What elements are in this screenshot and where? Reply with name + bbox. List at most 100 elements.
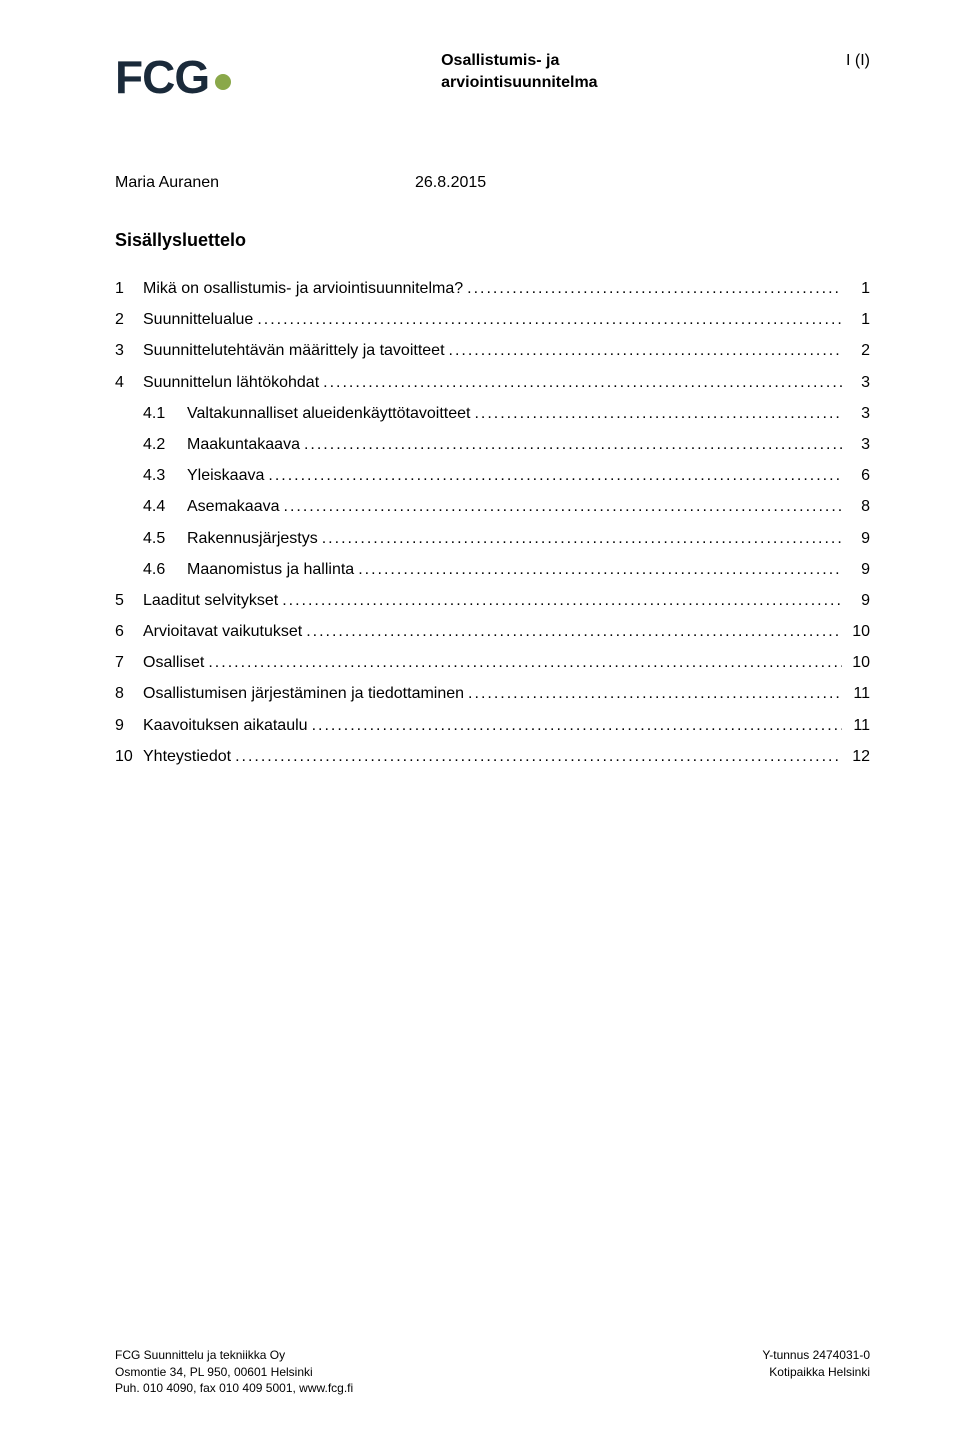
toc-title: Sisällysluettelo bbox=[115, 230, 870, 251]
toc-entry-page: 9 bbox=[846, 556, 870, 583]
toc-leader-dots bbox=[467, 275, 842, 302]
toc-entry-page: 10 bbox=[846, 649, 870, 676]
toc-entry-number: 4.1 bbox=[143, 400, 187, 427]
toc-entry: 5Laaditut selvitykset9 bbox=[115, 587, 870, 614]
toc-leader-dots bbox=[268, 462, 842, 489]
toc-entry: 4Suunnittelun lähtökohdat 3 bbox=[115, 369, 870, 396]
toc-entry-label: Maakuntakaava bbox=[187, 431, 300, 458]
header-title: Osallistumis- ja arviointisuunnitelma bbox=[231, 50, 846, 93]
page-footer: FCG Suunnittelu ja tekniikka Oy Osmontie… bbox=[115, 1347, 870, 1396]
logo-dot-icon bbox=[215, 74, 231, 90]
toc-entry: 4.1Valtakunnalliset alueidenkäyttötavoit… bbox=[115, 400, 870, 427]
toc-entry-label: Valtakunnalliset alueidenkäyttötavoittee… bbox=[187, 400, 470, 427]
toc-entry-number: 4.3 bbox=[143, 462, 187, 489]
toc-entry-label: Kaavoituksen aikataulu bbox=[143, 712, 308, 739]
toc-entry-label: Osalliset bbox=[143, 649, 204, 676]
toc-entry: 3Suunnittelutehtävän määrittely ja tavoi… bbox=[115, 337, 870, 364]
toc-entry-label: Rakennusjärjestys bbox=[187, 525, 318, 552]
toc-entry-page: 11 bbox=[846, 680, 870, 707]
toc-entry: 1Mikä on osallistumis- ja arviointisuunn… bbox=[115, 275, 870, 302]
toc-leader-dots bbox=[468, 680, 842, 707]
toc-entry-page: 3 bbox=[846, 431, 870, 458]
toc-entry-page: 2 bbox=[846, 337, 870, 364]
toc-entry-number: 10 bbox=[115, 743, 143, 770]
toc-leader-dots bbox=[449, 337, 842, 364]
toc-entry-label: Arvioitavat vaikutukset bbox=[143, 618, 302, 645]
footer-business-id: Y-tunnus 2474031-0 bbox=[762, 1347, 870, 1363]
toc-entry: 6Arvioitavat vaikutukset 10 bbox=[115, 618, 870, 645]
toc-entry: 4.6Maanomistus ja hallinta 9 bbox=[115, 556, 870, 583]
toc-entry-label: Yleiskaava bbox=[187, 462, 264, 489]
toc-entry-label: Osallistumisen järjestäminen ja tiedotta… bbox=[143, 680, 464, 707]
toc-entry-number: 9 bbox=[115, 712, 143, 739]
toc-entry-page: 9 bbox=[846, 587, 870, 614]
toc-entry: 4.2Maakuntakaava 3 bbox=[115, 431, 870, 458]
toc-leader-dots bbox=[282, 587, 842, 614]
toc-leader-dots bbox=[312, 712, 842, 739]
toc-leader-dots bbox=[235, 743, 842, 770]
page-header: FCG Osallistumis- ja arviointisuunnitelm… bbox=[115, 50, 870, 104]
table-of-contents: 1Mikä on osallistumis- ja arviointisuunn… bbox=[115, 275, 870, 770]
toc-entry-page: 9 bbox=[846, 525, 870, 552]
toc-entry-page: 8 bbox=[846, 493, 870, 520]
toc-entry-number: 6 bbox=[115, 618, 143, 645]
toc-entry-number: 5 bbox=[115, 587, 143, 614]
footer-right: Y-tunnus 2474031-0 Kotipaikka Helsinki bbox=[762, 1347, 870, 1396]
toc-entry-label: Asemakaava bbox=[187, 493, 280, 520]
toc-entry-page: 10 bbox=[846, 618, 870, 645]
footer-contact: Puh. 010 4090, fax 010 409 5001, www.fcg… bbox=[115, 1380, 353, 1396]
toc-entry-label: Suunnittelun lähtökohdat bbox=[143, 369, 319, 396]
toc-leader-dots bbox=[474, 400, 842, 427]
header-title-line2: arviointisuunnitelma bbox=[441, 72, 846, 94]
toc-entry-page: 11 bbox=[846, 712, 870, 739]
toc-entry-number: 2 bbox=[115, 306, 143, 333]
toc-entry-number: 4.6 bbox=[143, 556, 187, 583]
toc-entry-label: Mikä on osallistumis- ja arviointisuunni… bbox=[143, 275, 463, 302]
logo-text: FCG bbox=[115, 50, 209, 104]
footer-left: FCG Suunnittelu ja tekniikka Oy Osmontie… bbox=[115, 1347, 353, 1396]
toc-entry-number: 1 bbox=[115, 275, 143, 302]
toc-entry: 10Yhteystiedot 12 bbox=[115, 743, 870, 770]
toc-entry-page: 1 bbox=[846, 275, 870, 302]
logo: FCG bbox=[115, 50, 231, 104]
header-title-line1: Osallistumis- ja bbox=[441, 50, 846, 72]
toc-entry: 7Osalliset 10 bbox=[115, 649, 870, 676]
toc-entry-label: Suunnittelutehtävän määrittely ja tavoit… bbox=[143, 337, 445, 364]
toc-entry-page: 3 bbox=[846, 369, 870, 396]
footer-address: Osmontie 34, PL 950, 00601 Helsinki bbox=[115, 1364, 353, 1380]
toc-entry: 4.3Yleiskaava 6 bbox=[115, 462, 870, 489]
toc-entry-number: 8 bbox=[115, 680, 143, 707]
toc-entry-page: 6 bbox=[846, 462, 870, 489]
toc-entry-number: 4.2 bbox=[143, 431, 187, 458]
toc-entry-number: 3 bbox=[115, 337, 143, 364]
toc-leader-dots bbox=[322, 525, 842, 552]
toc-leader-dots bbox=[358, 556, 842, 583]
toc-entry-label: Maanomistus ja hallinta bbox=[187, 556, 354, 583]
toc-leader-dots bbox=[306, 618, 842, 645]
toc-entry-number: 4 bbox=[115, 369, 143, 396]
toc-entry: 9Kaavoituksen aikataulu 11 bbox=[115, 712, 870, 739]
toc-leader-dots bbox=[284, 493, 843, 520]
toc-entry: 2Suunnittelualue 1 bbox=[115, 306, 870, 333]
page: FCG Osallistumis- ja arviointisuunnitelm… bbox=[0, 0, 960, 1446]
author-row: Maria Auranen 26.8.2015 bbox=[115, 174, 870, 192]
toc-entry-number: 4.5 bbox=[143, 525, 187, 552]
toc-entry-label: Yhteystiedot bbox=[143, 743, 231, 770]
toc-entry-page: 1 bbox=[846, 306, 870, 333]
footer-domicile: Kotipaikka Helsinki bbox=[762, 1364, 870, 1380]
toc-entry: 4.5Rakennusjärjestys 9 bbox=[115, 525, 870, 552]
page-indicator: I (I) bbox=[846, 50, 870, 70]
author-name: Maria Auranen bbox=[115, 174, 415, 192]
toc-leader-dots bbox=[208, 649, 842, 676]
toc-leader-dots bbox=[304, 431, 842, 458]
toc-leader-dots bbox=[257, 306, 842, 333]
toc-entry-page: 12 bbox=[846, 743, 870, 770]
toc-entry: 4.4Asemakaava 8 bbox=[115, 493, 870, 520]
toc-entry-page: 3 bbox=[846, 400, 870, 427]
toc-entry-label: Suunnittelualue bbox=[143, 306, 253, 333]
toc-entry-number: 7 bbox=[115, 649, 143, 676]
footer-company: FCG Suunnittelu ja tekniikka Oy bbox=[115, 1347, 353, 1363]
document-date: 26.8.2015 bbox=[415, 174, 486, 192]
toc-entry-number: 4.4 bbox=[143, 493, 187, 520]
toc-entry: 8Osallistumisen järjestäminen ja tiedott… bbox=[115, 680, 870, 707]
